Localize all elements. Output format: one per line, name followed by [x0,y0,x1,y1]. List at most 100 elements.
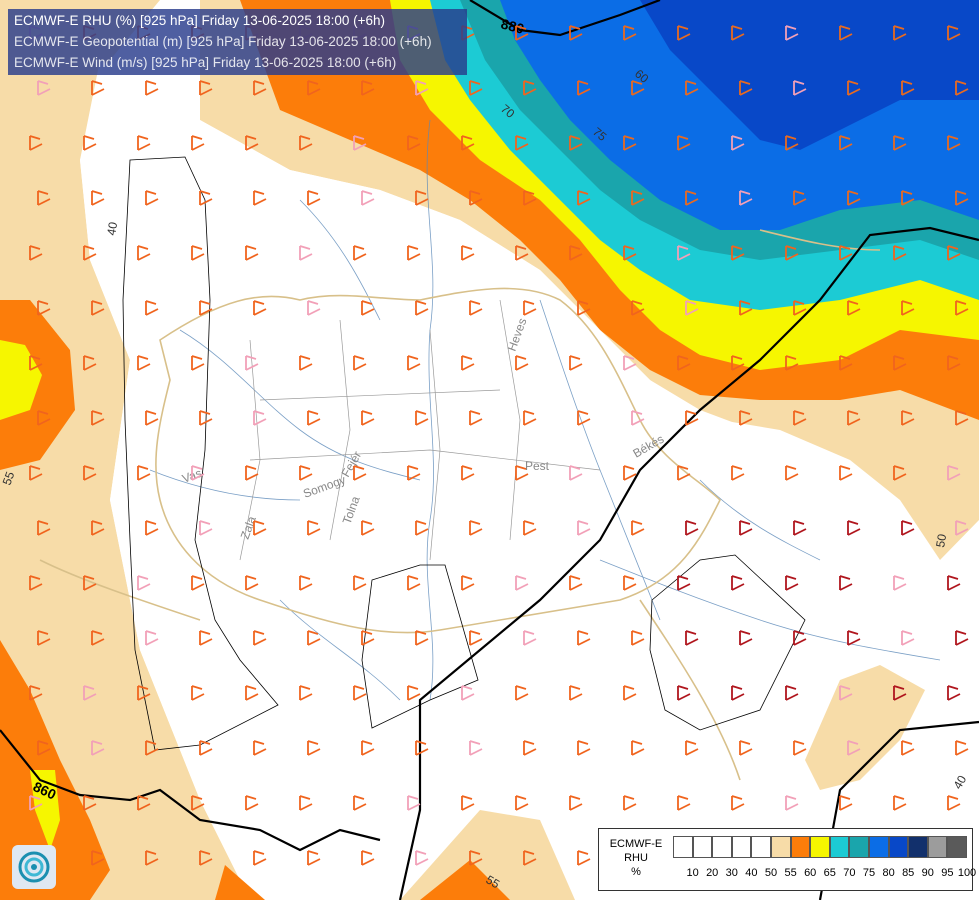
wind-barb [361,850,375,866]
wind-barb [793,190,807,206]
wind-barb [785,685,799,701]
wind-barb [461,795,475,811]
wind-barb [91,850,105,866]
wind-barb [361,520,375,536]
legend-tick: 90 [921,867,934,879]
wind-barb [191,245,205,261]
wind-barb [37,630,51,646]
wind-barb [893,25,907,41]
legend-ticks: 10 20 30 40 50 55 60 65 70 75 80 85 90 95 100 [673,867,976,881]
wind-barb [415,630,429,646]
wind-barb [199,520,213,536]
wind-barb [407,355,421,371]
legend-title-unit: % [631,866,641,878]
legend-swatches [673,836,967,860]
wind-barb [307,740,321,756]
wind-barb [199,630,213,646]
wind-barb [569,575,583,591]
wind-barb [469,850,483,866]
wind-barb [569,465,583,481]
wind-barb [137,355,151,371]
wind-barb [677,355,691,371]
label-rhu-55a: 55 [0,469,17,487]
wind-barb [955,630,969,646]
wind-barb [523,410,537,426]
wind-barb [901,740,915,756]
wind-barb [461,465,475,481]
wind-barb [253,190,267,206]
wind-barb [83,355,97,371]
wind-barb [361,80,375,96]
wind-barb [415,300,429,316]
wind-barb [245,245,259,261]
wind-barb [145,850,159,866]
wind-barb [145,80,159,96]
wind-barb [299,465,313,481]
wind-barb [145,520,159,536]
legend-tick: 75 [862,867,876,879]
wind-barb [469,410,483,426]
legend-tick: 60 [804,867,817,879]
legend-swatch [829,836,850,858]
wind-barb [893,245,907,261]
wind-barb [731,795,745,811]
wind-barb [893,465,907,481]
wind-barb [577,80,591,96]
wind-barb [29,465,43,481]
wind-barb [569,25,583,41]
wind-barb [623,685,637,701]
wind-barb [253,630,267,646]
wind-barb [631,190,645,206]
rhu-below-55-main [80,60,979,900]
wind-barb [469,520,483,536]
wind-barb [307,850,321,866]
wind-barb [785,355,799,371]
wind-barb [523,190,537,206]
wind-barb [145,410,159,426]
wind-barb [83,245,97,261]
wind-barb [307,630,321,646]
label-rhu-40a: 40 [104,221,120,237]
wind-barb [523,630,537,646]
wind-barb [145,190,159,206]
rhu-60-bottom [420,860,510,900]
legend-swatch [673,836,693,858]
wind-barb [623,245,637,261]
wind-barb [407,245,421,261]
wind-barb [91,520,105,536]
legend-tick: 55 [784,867,797,879]
wind-barb [739,190,753,206]
wind-barb [731,245,745,261]
wind-barb [785,245,799,261]
wind-barb [91,410,105,426]
wind-barb [955,410,969,426]
legend-swatch [947,836,967,858]
wind-barb [83,685,97,701]
wind-barb [785,465,799,481]
wind-barb [191,685,205,701]
wind-barb [569,685,583,701]
wind-barb [361,630,375,646]
legend-tick: 10 [686,867,699,879]
wind-barb [199,410,213,426]
wind-barb [515,355,529,371]
wind-barb [299,355,313,371]
wind-barb [415,850,429,866]
wind-barb [361,410,375,426]
wind-barb [623,355,637,371]
wind-barb [685,80,699,96]
legend-title-model: ECMWF-E [609,838,663,850]
wind-barb [569,795,583,811]
wind-barb [145,630,159,646]
wind-barb [623,135,637,151]
wind-barb [299,245,313,261]
wind-barb [415,80,429,96]
wind-barb [839,355,853,371]
rhu-65-left1 [0,340,42,420]
wind-barb [955,740,969,756]
rhu-55-left [0,0,250,900]
wind-barb [793,300,807,316]
wind-barb [631,630,645,646]
